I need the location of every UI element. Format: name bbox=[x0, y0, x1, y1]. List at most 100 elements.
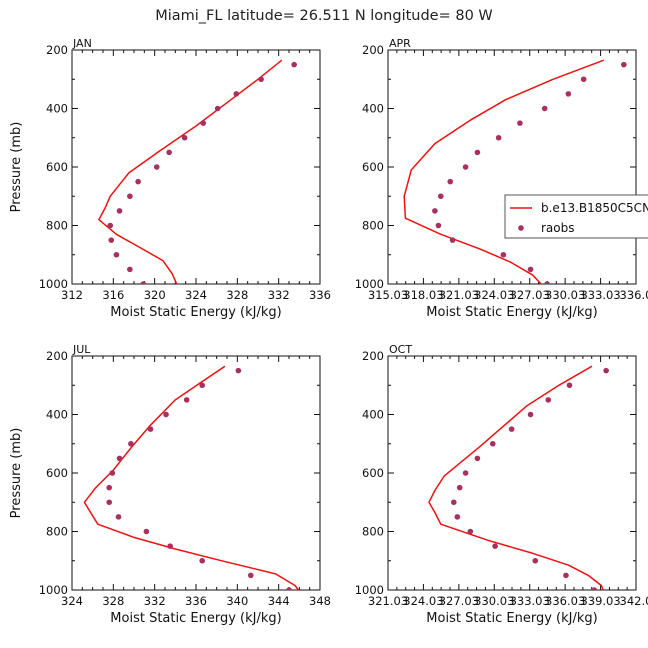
y-tick-label: 1000 bbox=[355, 277, 384, 291]
raobs-point bbox=[106, 499, 112, 506]
y-tick-label: 800 bbox=[46, 525, 68, 539]
y-tick-label: 200 bbox=[362, 43, 384, 57]
x-axis-label: Moist Static Energy (kJ/kg) bbox=[110, 611, 281, 626]
x-tick-label: 336.03 bbox=[545, 594, 585, 608]
raobs-point bbox=[527, 266, 534, 273]
panel-jul: 324 328 332 336 340 344 348 200 400 600 800 1000 JUL… bbox=[9, 343, 331, 626]
x-tick-label: 327.03 bbox=[510, 288, 550, 302]
x-tick-label: 333.03 bbox=[580, 288, 620, 302]
raobs-point bbox=[500, 251, 507, 258]
raobs-point bbox=[109, 470, 116, 476]
x-tick-label: 324.03 bbox=[403, 594, 443, 608]
x-tick-label: 327.03 bbox=[439, 594, 479, 608]
raobs-point bbox=[153, 164, 160, 170]
raobs-point bbox=[517, 120, 523, 126]
raobs-point bbox=[447, 178, 454, 185]
model-line bbox=[428, 365, 604, 590]
x-tick-label: 321.03 bbox=[439, 288, 479, 302]
x-tick-label: 330.03 bbox=[545, 288, 585, 302]
y-axis-label: Pressure (mb) bbox=[9, 122, 24, 213]
y-tick-label: 400 bbox=[362, 408, 384, 422]
raobs-point bbox=[489, 440, 496, 447]
raobs-point bbox=[454, 514, 461, 520]
model-line bbox=[98, 59, 283, 284]
raobs-point bbox=[108, 237, 115, 243]
raobs-point bbox=[235, 367, 242, 374]
y-tick-label: 600 bbox=[46, 160, 68, 174]
y-tick-label: 200 bbox=[362, 349, 384, 363]
x-tick-label: 332 bbox=[144, 594, 166, 608]
raobs-point bbox=[199, 382, 205, 389]
raobs-point bbox=[591, 587, 598, 590]
raobs-point bbox=[258, 76, 264, 83]
raobs-point bbox=[147, 426, 154, 432]
y-tick-label: 600 bbox=[362, 160, 384, 174]
legend-obs-swatch bbox=[518, 225, 524, 231]
raobs-point bbox=[492, 543, 498, 549]
x-tick-label: 344 bbox=[268, 594, 290, 608]
legend-obs-label: raobs bbox=[541, 221, 575, 235]
raobs-point bbox=[106, 484, 112, 491]
x-tick-label: 340 bbox=[226, 594, 248, 608]
raobs-point bbox=[563, 572, 569, 579]
raobs-point bbox=[449, 237, 456, 243]
raobs-point bbox=[565, 91, 572, 97]
plot-frame bbox=[71, 49, 321, 285]
model-line bbox=[403, 59, 605, 284]
x-axis-label: Moist Static Energy (kJ/kg) bbox=[426, 305, 597, 320]
x-tick-label: 336 bbox=[309, 288, 331, 302]
x-tick-label: 328 bbox=[226, 288, 248, 302]
x-tick-label: 339.03 bbox=[580, 594, 620, 608]
raobs-point bbox=[566, 382, 573, 389]
raobs-point bbox=[135, 178, 141, 185]
x-axis-label: Moist Static Energy (kJ/kg) bbox=[426, 611, 597, 626]
plot-area bbox=[428, 365, 609, 590]
raobs-point bbox=[432, 208, 438, 214]
raobs-point bbox=[291, 61, 297, 68]
raobs-point bbox=[113, 251, 120, 258]
raobs-point bbox=[128, 440, 134, 447]
x-tick-label: 348 bbox=[309, 594, 331, 608]
raobs-point bbox=[163, 411, 169, 418]
panel-label: APR bbox=[389, 37, 411, 50]
panel-oct: 321.03324.03327.03330.03333.03336.03339.… bbox=[355, 343, 648, 626]
raobs-point bbox=[462, 164, 469, 170]
y-tick-label: 800 bbox=[362, 525, 384, 539]
legend-model-label: b.e13.B1850C5CN bbox=[541, 201, 648, 215]
raobs-point bbox=[116, 208, 123, 214]
y-axis-label: Pressure (mb) bbox=[9, 428, 24, 519]
y-tick-label: 400 bbox=[362, 102, 384, 116]
raobs-point bbox=[127, 266, 133, 273]
x-tick-label: 332 bbox=[268, 288, 290, 302]
legend-box bbox=[504, 194, 648, 239]
raobs-point bbox=[233, 91, 240, 97]
raobs-point bbox=[508, 426, 515, 432]
y-tick-label: 200 bbox=[46, 43, 68, 57]
x-tick-label: 324.03 bbox=[474, 288, 514, 302]
raobs-point bbox=[603, 367, 609, 374]
plot-area bbox=[403, 59, 627, 284]
x-tick-label: 312 bbox=[61, 288, 83, 302]
plot-frame bbox=[387, 355, 637, 591]
plot-area bbox=[98, 59, 297, 284]
x-tick-label: 324 bbox=[185, 288, 207, 302]
raobs-point bbox=[166, 149, 172, 156]
raobs-point bbox=[495, 134, 502, 141]
raobs-point bbox=[541, 105, 548, 112]
x-axis-label: Moist Static Energy (kJ/kg) bbox=[110, 305, 281, 320]
x-tick-label: 342.0 bbox=[620, 594, 648, 608]
x-tick-label: 330.03 bbox=[474, 594, 514, 608]
y-tick-label: 400 bbox=[46, 408, 68, 422]
panel-label: JAN bbox=[72, 37, 92, 50]
raobs-point bbox=[143, 528, 150, 535]
raobs-point bbox=[214, 105, 221, 112]
plot-frame bbox=[387, 49, 637, 285]
y-tick-label: 800 bbox=[46, 219, 68, 233]
raobs-point bbox=[474, 455, 481, 462]
raobs-point bbox=[527, 411, 534, 418]
x-tick-label: 336 bbox=[185, 594, 207, 608]
raobs-point bbox=[127, 193, 133, 200]
raobs-point bbox=[544, 281, 550, 284]
panel-label: JUL bbox=[72, 343, 91, 356]
raobs-point bbox=[580, 76, 587, 83]
